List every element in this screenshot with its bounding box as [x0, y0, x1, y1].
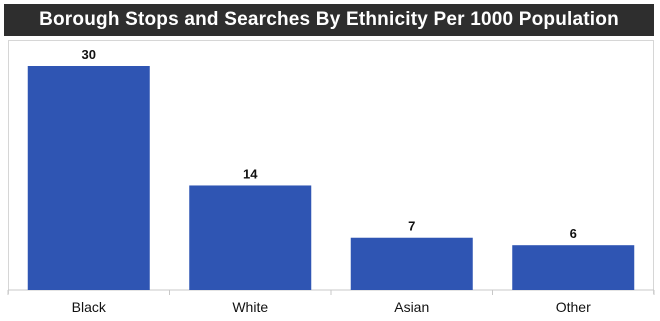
- data-label-other: 6: [570, 226, 577, 241]
- category-label-other: Other: [556, 299, 591, 315]
- chart-title: Borough Stops and Searches By Ethnicity …: [4, 4, 654, 36]
- bar-black: [27, 66, 150, 290]
- category-label-black: Black: [72, 299, 107, 315]
- data-label-black: 30: [82, 47, 96, 62]
- plot-area: [8, 40, 654, 294]
- data-label-white: 14: [243, 166, 258, 181]
- data-label-asian: 7: [408, 219, 415, 234]
- category-label-asian: Asian: [394, 299, 429, 315]
- category-label-white: White: [232, 299, 268, 315]
- bar-other: [512, 245, 635, 290]
- bar-white: [189, 185, 312, 290]
- bar-asian: [350, 237, 473, 290]
